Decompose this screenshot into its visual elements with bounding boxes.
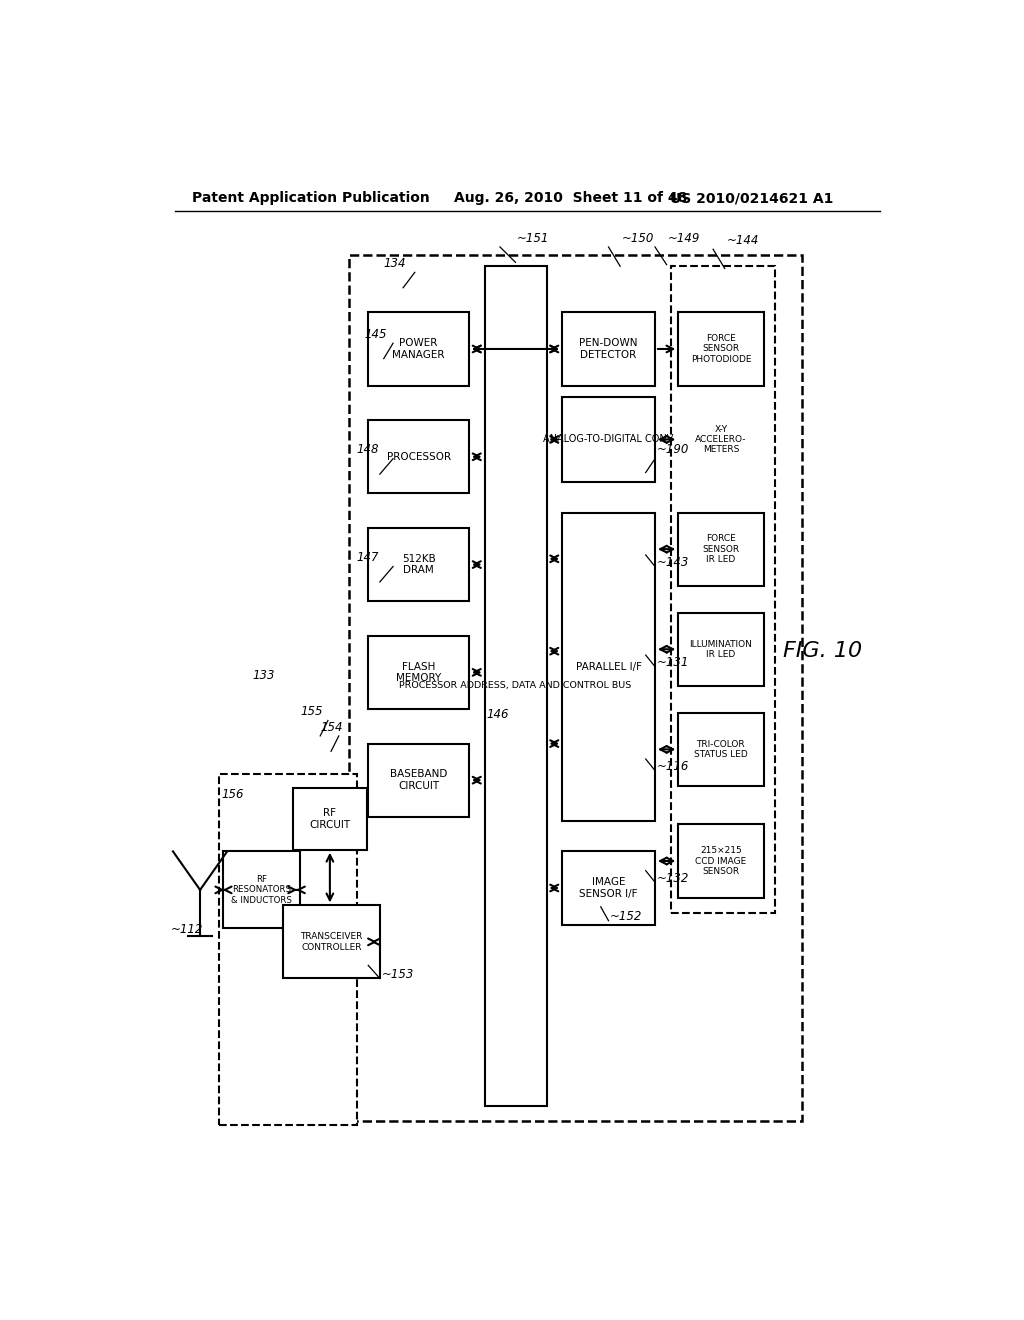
Text: PROCESSOR: PROCESSOR (387, 451, 451, 462)
Bar (562, 512, 655, 821)
Text: Aug. 26, 2010  Sheet 11 of 48: Aug. 26, 2010 Sheet 11 of 48 (454, 191, 687, 206)
Text: ~190: ~190 (656, 444, 689, 457)
Text: ~143: ~143 (656, 556, 689, 569)
Text: ~132: ~132 (656, 871, 689, 884)
Text: 155: 155 (301, 705, 324, 718)
Text: 133: 133 (252, 669, 274, 682)
Text: POWER
MANAGER: POWER MANAGER (392, 338, 444, 360)
Bar (293, 788, 367, 850)
Text: RF
CIRCUIT: RF CIRCUIT (309, 808, 350, 830)
Text: 145: 145 (365, 327, 387, 341)
Bar (678, 713, 764, 785)
Text: PEN-DOWN
DETECTOR: PEN-DOWN DETECTOR (580, 338, 638, 360)
Text: FIG. 10: FIG. 10 (783, 642, 862, 661)
Bar (369, 420, 469, 494)
Text: 146: 146 (486, 708, 509, 721)
Text: 512KB
DRAM: 512KB DRAM (401, 554, 435, 576)
Bar (369, 528, 469, 601)
Text: FORCE
SENSOR
IR LED: FORCE SENSOR IR LED (702, 535, 739, 564)
Text: ANALOG-TO-DIGITAL CONV: ANALOG-TO-DIGITAL CONV (544, 434, 674, 445)
Text: ~153: ~153 (382, 968, 415, 981)
Bar (678, 825, 764, 898)
Bar (678, 397, 764, 482)
Text: FORCE
SENSOR
PHOTODIODE: FORCE SENSOR PHOTODIODE (690, 334, 752, 364)
Text: FLASH
MEMORY: FLASH MEMORY (396, 661, 441, 684)
Bar (562, 851, 655, 924)
Bar (369, 636, 469, 709)
Text: ~112: ~112 (171, 923, 203, 936)
Text: ~152: ~152 (610, 909, 642, 923)
Bar (484, 267, 547, 1106)
Bar (219, 775, 357, 1125)
Text: 154: 154 (321, 721, 343, 734)
Bar (678, 313, 764, 385)
Bar (369, 743, 469, 817)
Text: TRANSCEIVER
CONTROLLER: TRANSCEIVER CONTROLLER (300, 932, 362, 952)
Text: ~149: ~149 (669, 231, 700, 244)
Text: X-Y
ACCELERO-
METERS: X-Y ACCELERO- METERS (695, 425, 746, 454)
Text: 148: 148 (356, 444, 379, 457)
Bar (671, 267, 775, 913)
Text: 147: 147 (356, 552, 379, 564)
Text: ~144: ~144 (726, 234, 759, 247)
Bar (562, 397, 655, 482)
Text: 156: 156 (221, 788, 244, 801)
Bar (369, 313, 469, 385)
Text: IMAGE
SENSOR I/F: IMAGE SENSOR I/F (580, 878, 638, 899)
Text: ~116: ~116 (656, 760, 689, 774)
Text: ~150: ~150 (622, 231, 654, 244)
Text: ~131: ~131 (656, 656, 689, 669)
Bar (678, 512, 764, 586)
Text: RF
RESONATORS
& INDUCTORS: RF RESONATORS & INDUCTORS (230, 875, 292, 904)
Text: PARALLEL I/F: PARALLEL I/F (575, 661, 641, 672)
Bar (562, 313, 655, 385)
Text: 215×215
CCD IMAGE
SENSOR: 215×215 CCD IMAGE SENSOR (695, 846, 746, 876)
Text: BASEBAND
CIRCUIT: BASEBAND CIRCUIT (390, 770, 447, 791)
Bar (222, 851, 300, 928)
Bar (678, 612, 764, 686)
Text: ILLUMINATION
IR LED: ILLUMINATION IR LED (689, 640, 753, 659)
Bar (349, 255, 802, 1121)
Bar (283, 906, 380, 978)
Text: Patent Application Publication: Patent Application Publication (191, 191, 429, 206)
Text: ~151: ~151 (517, 231, 550, 244)
Text: 134: 134 (384, 257, 407, 271)
Text: TRI-COLOR
STATUS LED: TRI-COLOR STATUS LED (694, 739, 748, 759)
Text: PROCESSOR ADDRESS, DATA AND CONTROL BUS: PROCESSOR ADDRESS, DATA AND CONTROL BUS (399, 681, 632, 690)
Text: US 2010/0214621 A1: US 2010/0214621 A1 (671, 191, 834, 206)
